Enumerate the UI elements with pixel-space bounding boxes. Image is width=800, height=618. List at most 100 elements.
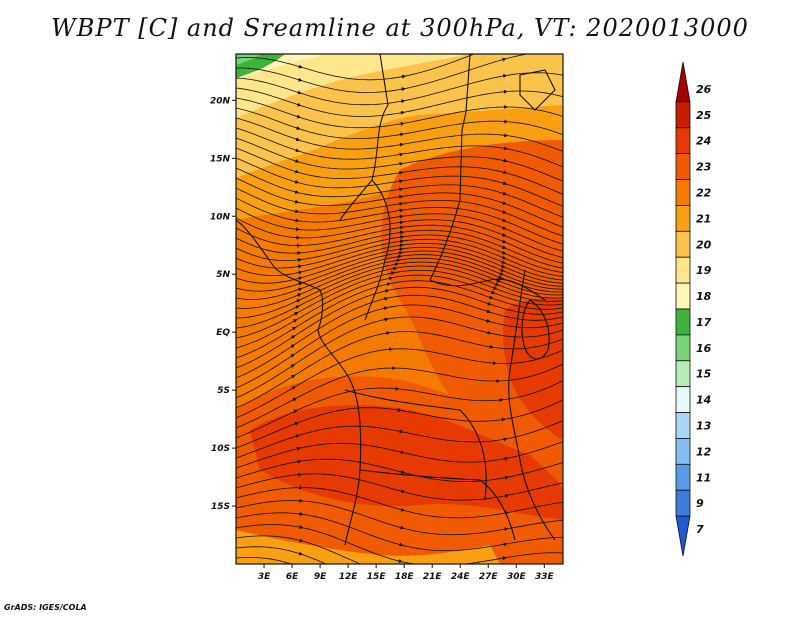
streamline-arrow bbox=[296, 114, 301, 119]
streamline-arrow bbox=[502, 181, 508, 186]
streamline-arrow bbox=[486, 330, 492, 335]
streamline-arrow bbox=[298, 551, 304, 556]
streamline-arrow bbox=[399, 525, 405, 530]
lat-tick-label: 5N bbox=[216, 270, 230, 280]
streamline-arrow bbox=[503, 511, 509, 515]
streamline-arrow bbox=[390, 271, 396, 276]
colorbar-swatch bbox=[675, 438, 691, 465]
streamline-arrow bbox=[501, 260, 506, 264]
colorbar-label: 19 bbox=[696, 264, 712, 277]
colorbar-swatch bbox=[675, 282, 691, 310]
lat-tick-label: 10N bbox=[210, 212, 231, 222]
streamline-arrow bbox=[297, 270, 303, 275]
streamline-arrow bbox=[388, 276, 394, 281]
streamline-arrow bbox=[290, 374, 296, 379]
streamline bbox=[236, 535, 362, 564]
streamline-arrow bbox=[502, 437, 508, 442]
streamline-arrow bbox=[295, 305, 300, 310]
lat-tick-label: 10S bbox=[211, 444, 230, 454]
streamline bbox=[236, 294, 563, 379]
shade-c21-south bbox=[236, 530, 500, 564]
streamline bbox=[236, 269, 563, 339]
streamline bbox=[236, 316, 563, 399]
streamline-arrow bbox=[394, 262, 400, 267]
streamline bbox=[236, 117, 563, 152]
longitude-axis: 3E 6E 9E 12E 15E 18E 21E 24E 27E 30E 33E bbox=[258, 564, 554, 582]
streamline-arrow bbox=[294, 169, 300, 174]
streamline-arrow bbox=[291, 386, 297, 390]
shade-c24-south bbox=[250, 405, 563, 520]
colorbar-swatch bbox=[675, 334, 691, 362]
streamline-arrow bbox=[501, 250, 507, 255]
colorbar-label: 16 bbox=[696, 342, 712, 355]
streamline bbox=[236, 274, 563, 349]
streamline-arrow bbox=[486, 309, 491, 314]
colorbar-bottom-arrow bbox=[675, 515, 691, 557]
colorbar-top-arrow bbox=[675, 61, 691, 103]
streamline-arrow bbox=[490, 290, 496, 295]
streamline-arrow bbox=[295, 137, 301, 142]
streamline-arrow bbox=[291, 326, 297, 331]
streamline-arrow bbox=[294, 189, 300, 194]
colorbar-label: 20 bbox=[696, 238, 712, 251]
colorbar-label: 15 bbox=[696, 368, 712, 381]
streamline-arrow bbox=[397, 559, 403, 563]
streamline-arrow bbox=[504, 493, 510, 498]
streamline bbox=[236, 546, 327, 564]
colorbar-swatch bbox=[675, 127, 691, 155]
streamline-arrow bbox=[383, 317, 389, 322]
streamline-arrow bbox=[294, 199, 300, 204]
streamline-arrow bbox=[399, 110, 405, 115]
streamline-arrow bbox=[504, 475, 510, 480]
colorbar-swatch bbox=[675, 256, 691, 284]
colorbar-label: 7 bbox=[696, 523, 704, 536]
streamline-arrow bbox=[294, 179, 300, 184]
streamline-arrow bbox=[401, 74, 407, 79]
streamlines bbox=[236, 54, 563, 564]
streamline-arrow bbox=[400, 489, 406, 494]
border-east bbox=[508, 269, 556, 541]
streamline-arrow bbox=[294, 421, 299, 426]
streamline-arrow bbox=[501, 239, 507, 244]
streamline-arrow bbox=[501, 232, 507, 237]
lat-tick-label: 5S bbox=[217, 386, 230, 396]
streamline-arrow bbox=[297, 282, 303, 286]
streamline-arrow bbox=[292, 397, 297, 402]
streamline-arrow bbox=[485, 318, 491, 323]
border-south-2 bbox=[359, 469, 516, 541]
colorbar-swatch bbox=[675, 489, 691, 517]
streamline-arrow bbox=[383, 306, 389, 311]
streamline-arrow bbox=[503, 527, 509, 532]
lon-tick-label: 21E bbox=[423, 572, 443, 582]
streamline-arrow bbox=[500, 264, 506, 268]
streamline bbox=[236, 107, 563, 139]
country-borders bbox=[236, 54, 556, 546]
streamline-arrow bbox=[296, 102, 302, 107]
shade-c19-north bbox=[236, 54, 470, 118]
streamline-arrow bbox=[500, 268, 505, 272]
lon-tick-label: 6E bbox=[286, 572, 299, 582]
lon-tick-label: 27E bbox=[479, 572, 499, 582]
lon-tick-label: 12E bbox=[339, 572, 359, 582]
streamline bbox=[236, 54, 476, 81]
map-title: WBPT [C] and Sreamline at 300hPa, VT: 20… bbox=[51, 14, 749, 42]
streamline bbox=[236, 512, 563, 552]
lon-tick-label: 3E bbox=[258, 572, 271, 582]
colorbar-label: 17 bbox=[696, 316, 712, 329]
border-north-1 bbox=[339, 54, 389, 221]
streamline-arrow bbox=[496, 278, 502, 283]
colorbar-label: 24 bbox=[696, 135, 711, 148]
streamline bbox=[236, 286, 563, 369]
streamline-arrow bbox=[400, 87, 406, 92]
streamline-arrow bbox=[290, 364, 295, 368]
lat-tick-label: 15N bbox=[210, 154, 231, 164]
streamline-arrow bbox=[399, 121, 405, 126]
border-northeast bbox=[519, 69, 556, 111]
streamline-arrow bbox=[297, 287, 303, 292]
streamline-arrow bbox=[400, 507, 405, 512]
border-north-2 bbox=[429, 54, 471, 281]
streamline-arrow bbox=[294, 148, 300, 153]
lat-tick-label: 20N bbox=[210, 96, 231, 106]
streamline-arrow bbox=[290, 353, 295, 358]
streamline-arrow bbox=[293, 409, 298, 414]
